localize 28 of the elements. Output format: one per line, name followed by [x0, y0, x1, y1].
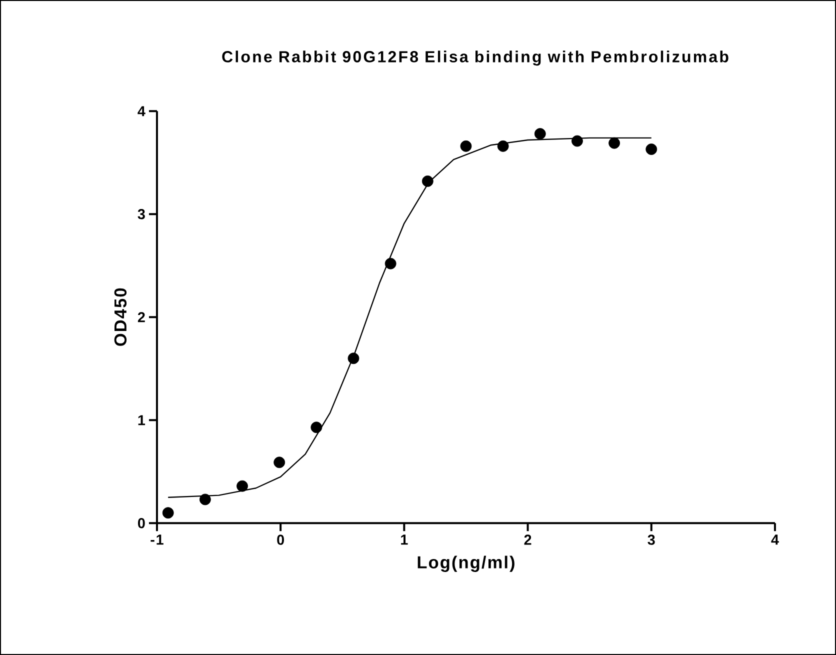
y-tick-label: 0 [138, 518, 145, 528]
y-tick-label: 1 [138, 415, 146, 426]
point [310, 422, 322, 434]
y-axis-title: OD450 [114, 288, 127, 346]
point [534, 128, 546, 140]
y-tick-label: 2 [138, 312, 145, 322]
point [572, 135, 583, 147]
x-tick-label: -1 [150, 534, 164, 545]
x-tick-label: 0 [277, 534, 284, 545]
point [384, 258, 396, 270]
y-tick-label: 3 [138, 209, 145, 220]
point [608, 137, 620, 149]
x-tick-label: 2 [524, 534, 532, 545]
point [348, 352, 360, 364]
point [236, 480, 248, 492]
x-axis-title: Log(ng/ml) [418, 556, 514, 572]
point [199, 494, 211, 506]
y-tick-label: 4 [138, 106, 146, 116]
x-tick-label: 3 [648, 534, 655, 545]
x-tick-label: 4 [771, 534, 779, 545]
point [422, 175, 434, 187]
point [460, 140, 472, 152]
point [274, 456, 286, 468]
chart-title: Clone Rabbit 90G12F8 Elisa binding with Pembrolizumab [222, 50, 728, 66]
point [162, 507, 174, 519]
point [646, 144, 658, 155]
point [497, 140, 509, 152]
x-tick-label: 1 [401, 534, 408, 545]
